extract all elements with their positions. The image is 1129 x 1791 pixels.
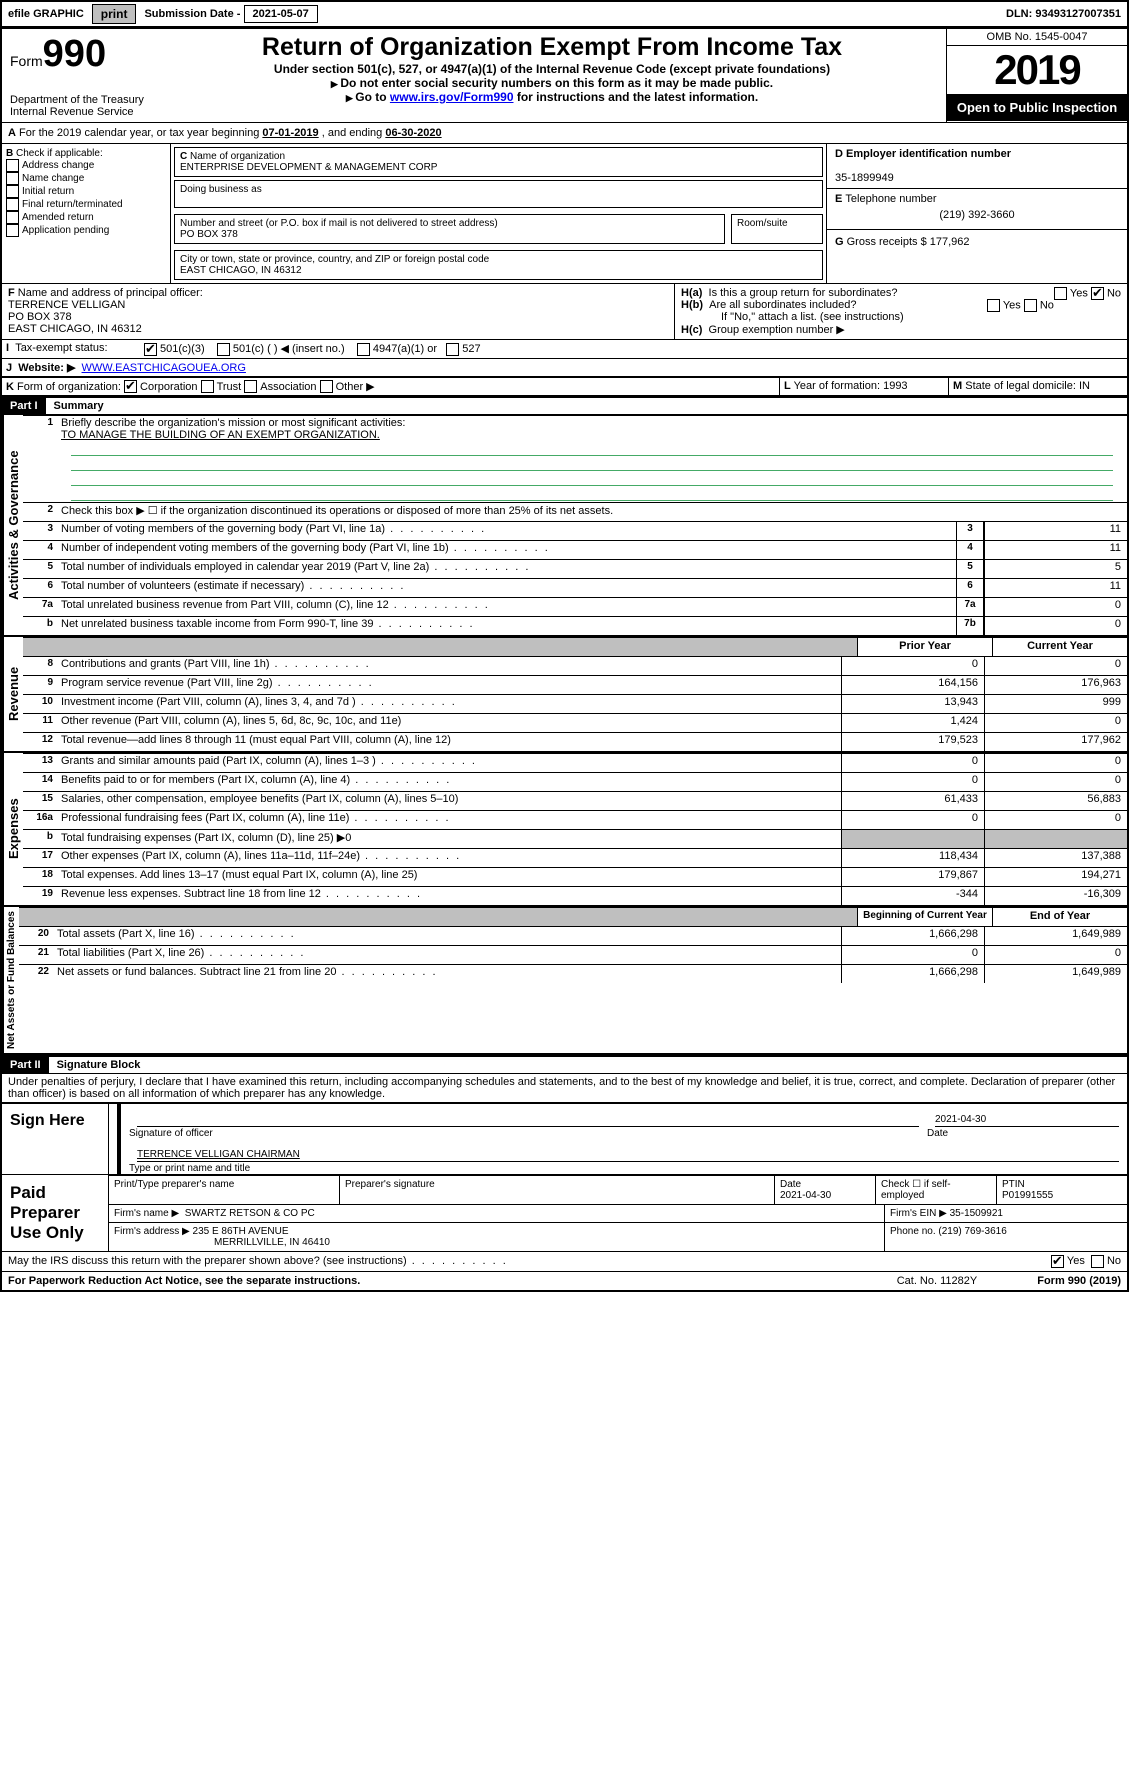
section-c: C Name of organizationENTERPRISE DEVELOP… <box>171 144 826 283</box>
part1-expenses: Expenses 13Grants and similar amounts pa… <box>0 751 1129 905</box>
section-f: F Name and address of principal officer:… <box>2 284 674 339</box>
form-number: Form990 <box>10 33 150 76</box>
part1-revenue: Revenue Prior YearCurrent Year 8Contribu… <box>0 635 1129 751</box>
section-a: A For the 2019 calendar year, or tax yea… <box>0 122 1129 143</box>
form-title: Return of Organization Exempt From Incom… <box>162 33 942 62</box>
part1-netassets: Net Assets or Fund Balances Beginning of… <box>0 905 1129 1055</box>
part1-header: Part ISummary <box>0 396 1129 415</box>
submission-label: Submission Date - 2021-05-07 <box>138 6 323 22</box>
part1-governance: Activities & Governance 1Briefly describ… <box>0 415 1129 635</box>
dln: DLN: 93493127007351 <box>1000 6 1127 22</box>
irs: Internal Revenue Service <box>10 106 150 118</box>
form990-link[interactable]: www.irs.gov/Form990 <box>390 90 514 104</box>
subtitle-1: Under section 501(c), 527, or 4947(a)(1)… <box>162 62 942 76</box>
subtitle-3: Go to www.irs.gov/Form990 for instructio… <box>162 90 942 104</box>
section-bcdefg: B Check if applicable: Address change Na… <box>0 143 1129 283</box>
tax-year: 2019 <box>947 46 1127 94</box>
section-g: G Gross receipts $ 177,962 <box>827 229 1127 254</box>
form-header: Form990 Department of the Treasury Inter… <box>0 28 1129 122</box>
section-fh: F Name and address of principal officer:… <box>0 283 1129 339</box>
paid-preparer: Paid Preparer Use Only Print/Type prepar… <box>0 1174 1129 1251</box>
section-e: E Telephone number(219) 392-3660 <box>827 188 1127 229</box>
subtitle-2: Do not enter social security numbers on … <box>162 76 942 90</box>
efile-label: efile GRAPHIC <box>2 6 90 22</box>
section-klm: K Form of organization: Corporation Trus… <box>0 377 1129 397</box>
part2-header: Part IISignature Block <box>0 1055 1129 1074</box>
omb-number: OMB No. 1545-0047 <box>947 29 1127 46</box>
section-i: I Tax-exempt status: 501(c)(3) 501(c) ( … <box>0 339 1129 358</box>
top-bar: efile GRAPHIC print Submission Date - 20… <box>0 0 1129 28</box>
discuss-row: May the IRS discuss this return with the… <box>0 1251 1129 1271</box>
footer: For Paperwork Reduction Act Notice, see … <box>0 1271 1129 1292</box>
sign-here: Sign Here Signature of officer 2021-04-3… <box>0 1102 1129 1174</box>
website-link[interactable]: WWW.EASTCHICAGOUEA.ORG <box>82 362 246 374</box>
print-button[interactable]: print <box>92 4 137 24</box>
section-b: B Check if applicable: Address change Na… <box>2 144 171 283</box>
dept-treasury: Department of the Treasury <box>10 94 150 106</box>
section-d: D Employer identification number35-18999… <box>827 144 1127 188</box>
perjury-text: Under penalties of perjury, I declare th… <box>0 1074 1129 1102</box>
open-public: Open to Public Inspection <box>947 94 1127 121</box>
section-j: J Website: ▶ WWW.EASTCHICAGOUEA.ORG <box>0 358 1129 377</box>
section-h: H(a) Is this a group return for subordin… <box>674 284 1127 339</box>
